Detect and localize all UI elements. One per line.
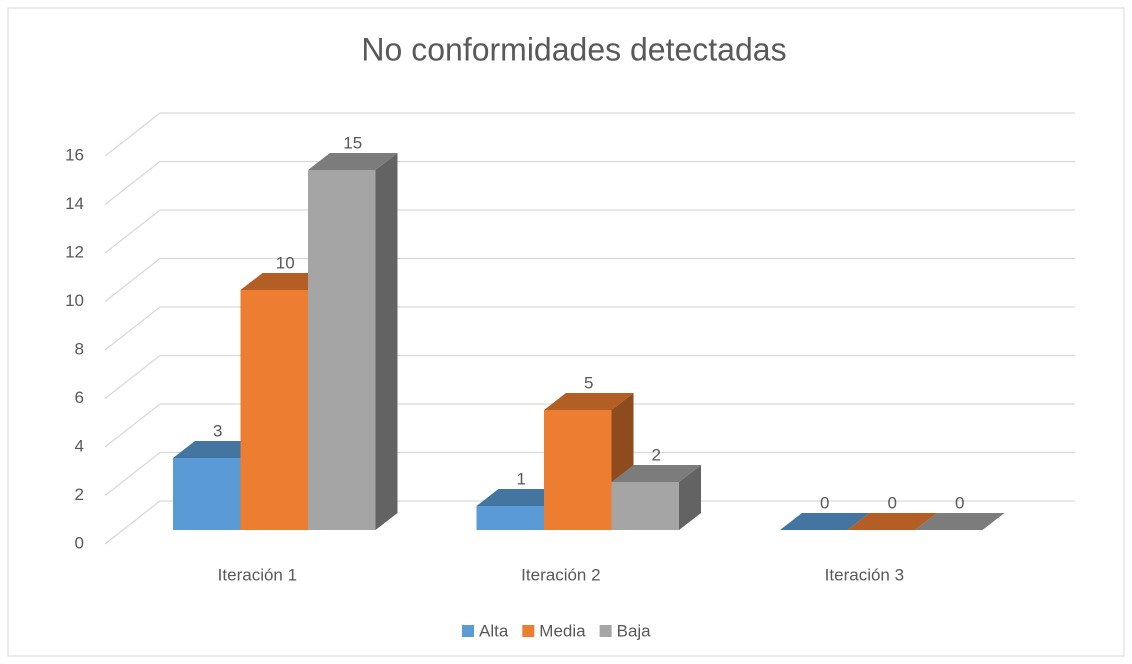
data-label: 2 bbox=[652, 445, 661, 464]
y-tick-label: 6 bbox=[75, 388, 84, 407]
y-tick-label: 2 bbox=[75, 485, 84, 504]
bar-top bbox=[611, 465, 701, 482]
bar-top bbox=[308, 153, 398, 170]
x-tick-label: Iteración 2 bbox=[521, 565, 600, 584]
bar bbox=[240, 290, 308, 530]
data-label: 0 bbox=[955, 493, 964, 512]
bar-top bbox=[476, 489, 566, 506]
bar-side bbox=[375, 153, 398, 530]
legend-swatch bbox=[599, 625, 612, 637]
data-label: 0 bbox=[820, 493, 829, 512]
grid-line bbox=[104, 306, 1075, 351]
bar-top bbox=[847, 513, 937, 530]
data-label: 15 bbox=[343, 133, 362, 152]
bar-top bbox=[780, 513, 870, 530]
y-tick-label: 0 bbox=[75, 533, 84, 552]
data-label: 10 bbox=[276, 253, 295, 272]
x-tick-label: Iteración 3 bbox=[825, 565, 904, 584]
y-tick-label: 10 bbox=[65, 291, 84, 310]
x-tick-label: Iteración 1 bbox=[218, 565, 297, 584]
data-label: 1 bbox=[517, 469, 526, 488]
data-label: 5 bbox=[584, 373, 593, 392]
legend-label: Alta bbox=[479, 621, 509, 640]
chart-title: No conformidades detectadas bbox=[361, 31, 786, 67]
y-tick-label: 4 bbox=[75, 436, 84, 455]
grid-line bbox=[104, 112, 1075, 157]
grid-line bbox=[104, 354, 1075, 400]
bar-top bbox=[915, 513, 1005, 530]
grid-line bbox=[104, 209, 1075, 254]
grid-line bbox=[104, 500, 1075, 545]
bar-top bbox=[240, 273, 330, 290]
grid-line bbox=[104, 403, 1075, 448]
y-tick-label: 12 bbox=[65, 242, 84, 261]
grid-line bbox=[104, 257, 1075, 303]
bar bbox=[173, 458, 241, 530]
legend-label: Baja bbox=[617, 621, 652, 640]
legend-swatch bbox=[522, 625, 535, 637]
grid-line bbox=[104, 451, 1075, 497]
data-label: 0 bbox=[888, 493, 897, 512]
bar-top bbox=[173, 441, 263, 458]
bar-top bbox=[544, 393, 634, 410]
bar bbox=[544, 410, 612, 530]
bar-side bbox=[679, 465, 701, 530]
grid-line bbox=[104, 160, 1075, 206]
bar bbox=[308, 170, 376, 530]
y-tick-label: 16 bbox=[65, 145, 84, 164]
chart-border bbox=[7, 7, 1125, 657]
data-label: 3 bbox=[213, 421, 222, 440]
bar bbox=[611, 482, 679, 530]
legend-swatch bbox=[462, 625, 474, 637]
bar bbox=[476, 506, 544, 530]
y-tick-label: 8 bbox=[75, 339, 84, 358]
y-tick-label: 14 bbox=[65, 194, 84, 213]
legend-label: Media bbox=[539, 621, 586, 640]
